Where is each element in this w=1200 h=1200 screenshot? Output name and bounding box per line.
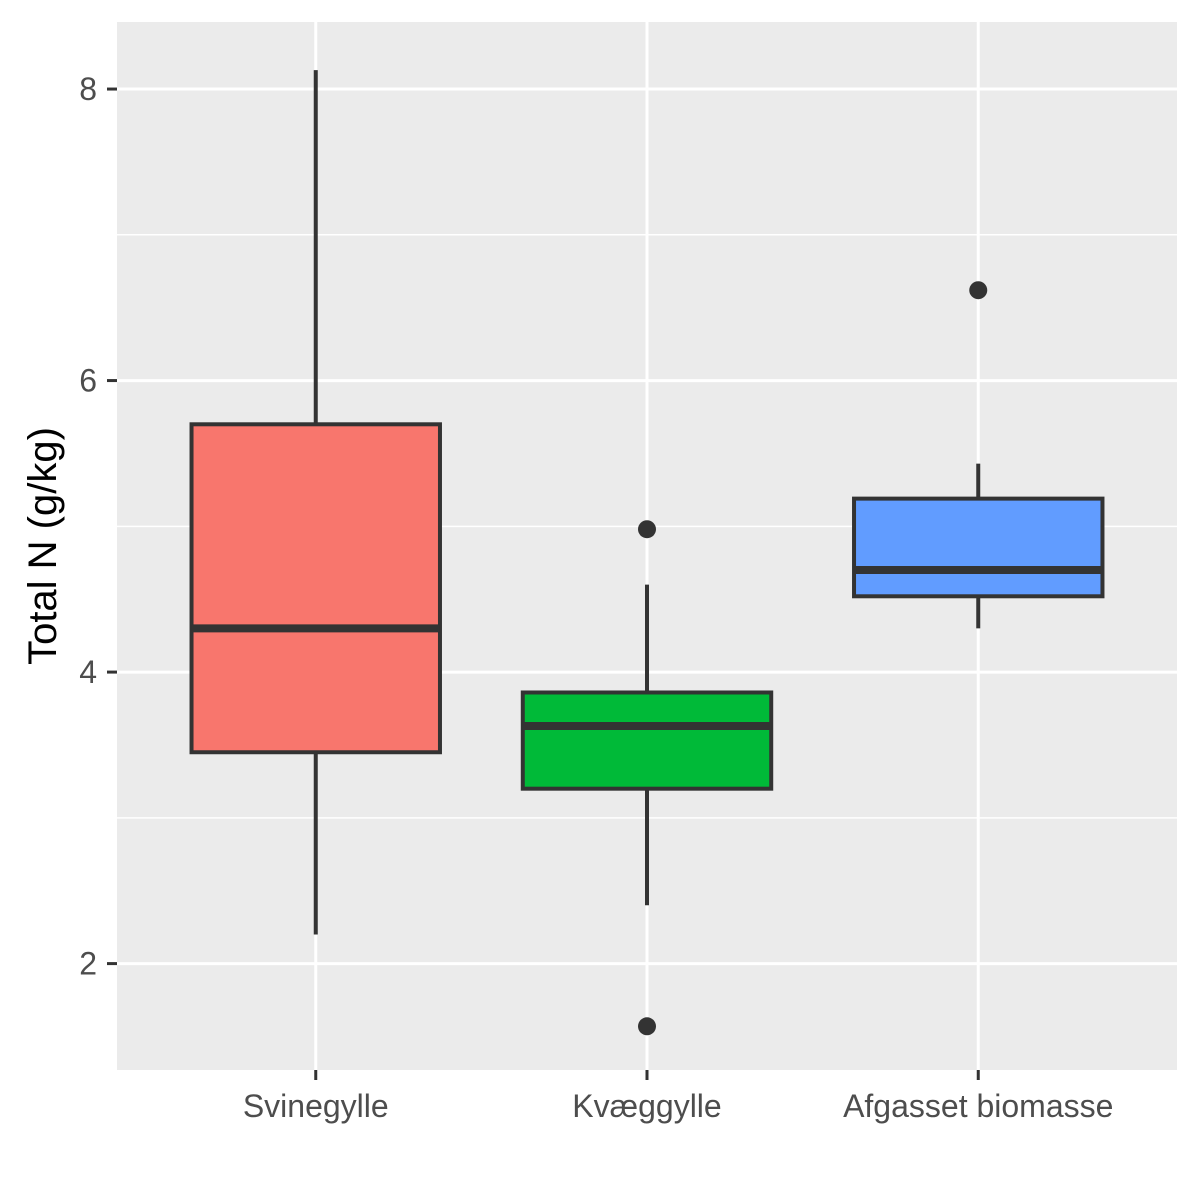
y-tick-label: 2 — [79, 946, 97, 982]
box-3 — [852, 281, 1105, 629]
box-iqr — [852, 496, 1105, 599]
x-axis: Svinegylle Kvæggylle Afgasset biomasse — [243, 1070, 1113, 1124]
outlier-point — [638, 520, 656, 539]
y-axis-title: Total N (g/kg) — [21, 427, 65, 665]
outlier-point — [969, 281, 988, 300]
x-tick-label: Svinegylle — [243, 1088, 389, 1124]
outlier-point — [638, 1017, 656, 1036]
y-axis: 2 4 6 8 — [79, 71, 117, 982]
box-2 — [520, 520, 774, 1036]
box-iqr — [189, 422, 442, 755]
x-tick-label: Afgasset biomasse — [843, 1088, 1113, 1124]
boxes-layer — [189, 70, 1105, 1036]
box-1 — [189, 70, 442, 935]
x-tick-label: Kvæggylle — [572, 1088, 721, 1124]
box-iqr — [520, 690, 774, 791]
y-tick-label: 6 — [79, 363, 97, 399]
y-tick-label: 8 — [79, 71, 97, 107]
y-tick-label: 4 — [79, 654, 97, 690]
